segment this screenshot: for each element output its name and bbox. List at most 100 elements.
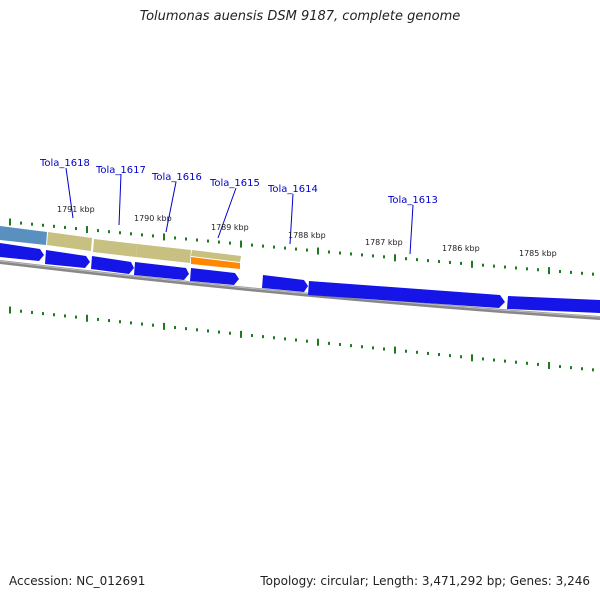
gene-label-tola-1618[interactable]: Tola_1618 bbox=[39, 158, 90, 169]
minor-tick bbox=[273, 336, 275, 340]
minor-tick bbox=[196, 238, 198, 242]
minor-tick bbox=[493, 264, 495, 268]
minor-tick bbox=[108, 230, 110, 234]
minor-tick bbox=[97, 317, 99, 321]
minor-tick bbox=[515, 360, 517, 364]
major-tick bbox=[394, 346, 396, 354]
scale-label: 1789 kbp bbox=[211, 223, 249, 232]
minor-tick bbox=[284, 337, 286, 341]
gene-label-tola-1613[interactable]: Tola_1613 bbox=[387, 195, 438, 206]
accession-text: Accession: NC_012691 bbox=[9, 574, 146, 588]
feature-block-blue bbox=[0, 226, 47, 245]
minor-tick bbox=[416, 258, 418, 262]
minor-tick bbox=[262, 335, 264, 339]
minor-tick bbox=[295, 338, 297, 342]
minor-tick bbox=[515, 266, 517, 270]
minor-tick bbox=[570, 366, 572, 370]
minor-tick bbox=[339, 251, 341, 255]
minor-tick bbox=[229, 331, 231, 335]
minor-tick bbox=[405, 257, 407, 261]
gene-leader-line bbox=[165, 181, 177, 233]
major-tick bbox=[394, 254, 396, 262]
minor-tick bbox=[64, 314, 66, 318]
minor-tick bbox=[119, 320, 121, 324]
minor-tick bbox=[295, 247, 297, 251]
minor-tick bbox=[185, 327, 187, 331]
scale-label: 1791 kbp bbox=[57, 205, 95, 214]
feature-block-orange bbox=[191, 257, 240, 269]
minor-tick bbox=[141, 233, 143, 237]
minor-tick bbox=[185, 237, 187, 241]
minor-tick bbox=[31, 310, 33, 314]
gene-arrow bbox=[91, 256, 134, 274]
minor-tick bbox=[592, 272, 594, 276]
minor-tick bbox=[427, 259, 429, 263]
minor-tick bbox=[130, 321, 132, 325]
minor-tick bbox=[53, 313, 55, 317]
minor-tick bbox=[581, 367, 583, 371]
minor-tick bbox=[504, 265, 506, 269]
gene-leader-line bbox=[217, 187, 237, 239]
major-tick bbox=[9, 306, 11, 314]
minor-tick bbox=[438, 260, 440, 264]
gene-arrow bbox=[134, 262, 189, 280]
minor-tick bbox=[460, 355, 462, 359]
minor-tick bbox=[174, 325, 176, 329]
minor-tick bbox=[328, 250, 330, 254]
scale-ticks-upper bbox=[9, 218, 594, 276]
minor-tick bbox=[537, 362, 539, 366]
minor-tick bbox=[581, 271, 583, 275]
minor-tick bbox=[482, 263, 484, 267]
minor-tick bbox=[31, 222, 33, 226]
gene-arrow bbox=[308, 281, 505, 308]
minor-tick bbox=[218, 330, 220, 334]
gene-leader-line bbox=[409, 204, 414, 255]
minor-tick bbox=[383, 255, 385, 259]
scale-ticks-lower bbox=[9, 306, 594, 372]
minor-tick bbox=[141, 322, 143, 326]
minor-tick bbox=[438, 353, 440, 357]
major-tick bbox=[548, 267, 550, 275]
major-tick bbox=[86, 226, 88, 234]
feature-block-khaki bbox=[191, 250, 241, 262]
minor-tick bbox=[559, 270, 561, 274]
scale-label: 1786 kbp bbox=[442, 244, 480, 253]
gene-arrow bbox=[507, 296, 600, 313]
minor-tick bbox=[284, 246, 286, 250]
feature-block-khaki bbox=[47, 232, 92, 251]
minor-tick bbox=[207, 329, 209, 333]
minor-tick bbox=[504, 359, 506, 363]
minor-tick bbox=[372, 254, 374, 258]
major-tick bbox=[86, 314, 88, 322]
minor-tick bbox=[97, 229, 99, 233]
gene-label-tola-1614[interactable]: Tola_1614 bbox=[267, 184, 318, 195]
scale-label: 1788 kbp bbox=[288, 231, 326, 240]
minor-tick bbox=[306, 248, 308, 252]
minor-tick bbox=[526, 267, 528, 271]
minor-tick bbox=[537, 268, 539, 272]
gene-arrow bbox=[190, 268, 239, 285]
minor-tick bbox=[339, 343, 341, 347]
minor-tick bbox=[108, 319, 110, 323]
minor-tick bbox=[350, 344, 352, 348]
gene-label-tola-1615[interactable]: Tola_1615 bbox=[209, 178, 260, 189]
scale-label: 1787 kbp bbox=[365, 238, 403, 247]
minor-tick bbox=[526, 361, 528, 365]
backbone-highlight bbox=[0, 260, 600, 318]
gene-leader-line bbox=[118, 173, 122, 226]
minor-tick bbox=[361, 345, 363, 349]
minor-tick bbox=[273, 245, 275, 249]
minor-tick bbox=[75, 226, 77, 230]
gene-label-tola-1616[interactable]: Tola_1616 bbox=[151, 172, 202, 183]
major-tick bbox=[317, 338, 319, 346]
minor-tick bbox=[405, 349, 407, 353]
minor-tick bbox=[130, 232, 132, 236]
major-tick bbox=[9, 218, 11, 226]
gene-label-tola-1617[interactable]: Tola_1617 bbox=[95, 165, 146, 176]
gene-arrow bbox=[262, 275, 308, 292]
minor-tick bbox=[493, 358, 495, 362]
minor-tick bbox=[53, 224, 55, 228]
minor-tick bbox=[592, 368, 594, 372]
minor-tick bbox=[306, 339, 308, 343]
